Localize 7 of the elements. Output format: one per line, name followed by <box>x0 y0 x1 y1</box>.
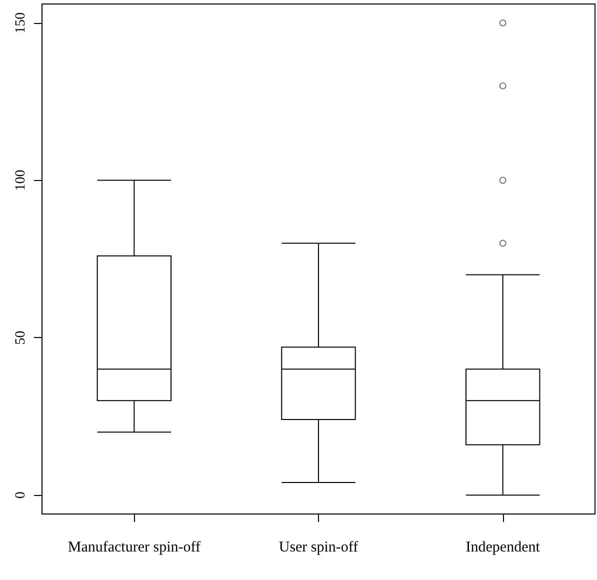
x-tick-label: User spin-off <box>278 540 358 556</box>
x-tick-label: Manufacturer spin-off <box>68 540 200 556</box>
y-tick-label: 100 <box>14 170 28 191</box>
y-tick-label: 0 <box>14 492 28 499</box>
x-tick-label: Independent <box>466 540 541 556</box>
y-tick-label: 150 <box>14 12 28 34</box>
y-tick-label: 50 <box>14 330 28 345</box>
